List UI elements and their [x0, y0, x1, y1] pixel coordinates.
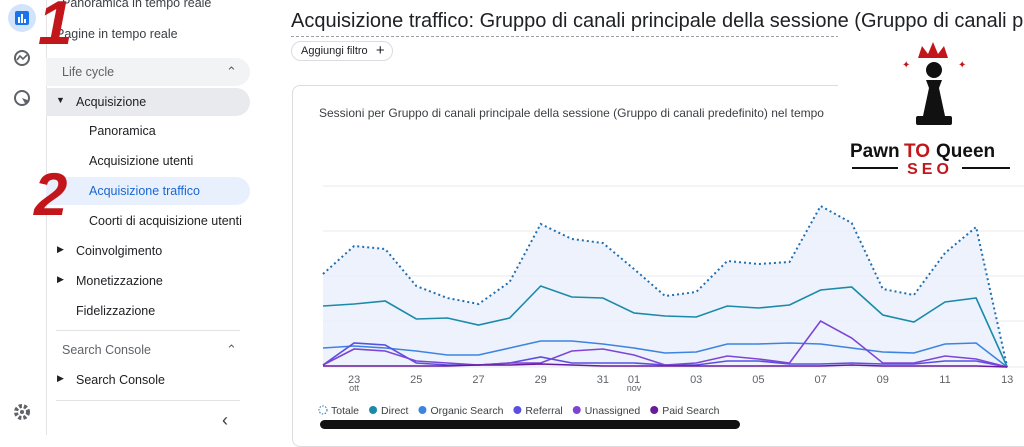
series-line	[323, 363, 1008, 368]
section-title[interactable]: Search Console	[62, 343, 151, 357]
annotation: 2	[34, 161, 68, 228]
x-tick-sublabel: nov	[627, 383, 642, 393]
divider	[56, 400, 240, 401]
series-line	[322, 340, 1008, 368]
nav-item[interactable]: Panoramica in tempo reale	[62, 0, 212, 10]
legend-swatch	[513, 406, 522, 414]
filter-button[interactable]: Aggiungi filtro +	[291, 41, 393, 61]
svg-text:✦: ✦	[902, 60, 910, 71]
nav-item[interactable]: Acquisizione utenti	[89, 154, 194, 168]
x-tick-label: 13	[1001, 374, 1013, 386]
caret: ▼	[56, 95, 65, 105]
chevron[interactable]: ⌃	[226, 64, 237, 79]
logo: ✦ ✦ Pawn TO Queen SEO	[838, 36, 1024, 182]
series-line	[322, 319, 1008, 368]
x-tick-label: 27	[472, 374, 484, 386]
logo-art: ✦ ✦ Pawn TO Queen SEO	[850, 42, 1010, 178]
nav-item[interactable]: Panoramica	[89, 124, 156, 138]
series-line	[322, 285, 1008, 368]
chart-card: Sessioni per Gruppo di canali principale…	[292, 85, 1024, 447]
x-tick-label: 23	[348, 374, 360, 386]
page-title: Acquisizione traffico: Gruppo di canali …	[291, 10, 1024, 37]
chart: Sessioni per Gruppo di canali principale…	[318, 106, 1024, 417]
redaction	[320, 420, 740, 429]
x-tick-label: 29	[535, 374, 547, 386]
section-title[interactable]: Life cycle	[62, 65, 115, 79]
caret: ▶	[57, 274, 64, 284]
active-bg	[46, 177, 250, 205]
caret: ▶	[57, 373, 64, 383]
x-tick-label: 05	[752, 374, 764, 386]
icon-rail	[0, 0, 47, 435]
svg-text:✦: ✦	[958, 60, 966, 71]
filter-label: Aggiungi filtro	[301, 45, 368, 57]
plus-icon: +	[375, 42, 385, 59]
x-tick-label: 01	[628, 374, 640, 386]
logo-word: Pawn	[850, 141, 900, 162]
caret: ▶	[57, 244, 64, 254]
legend-swatch	[318, 405, 328, 415]
nav-group[interactable]: Monetizzazione	[76, 274, 163, 288]
legend-label: Unassigned	[585, 405, 641, 417]
x-tick-label: 31	[597, 374, 609, 386]
x-tick-label: 11	[939, 374, 950, 386]
legend-swatch	[572, 406, 581, 414]
x-tick-label: 07	[814, 374, 826, 386]
legend-label: Referral	[525, 405, 562, 417]
chevron[interactable]: ⌃	[226, 342, 237, 357]
nav-group[interactable]: Coinvolgimento	[76, 244, 163, 258]
legend-label: Organic Search	[430, 405, 503, 417]
group-bg	[46, 88, 250, 116]
legend-label: Paid Search	[662, 405, 719, 417]
nav-group[interactable]: Fidelizzazione	[76, 304, 156, 318]
x-tick-sublabel: ott	[349, 383, 360, 393]
x-tick-label: 25	[410, 374, 422, 386]
nav-item-active[interactable]: Acquisizione traffico	[89, 184, 200, 198]
x-tick-label: 03	[690, 374, 702, 386]
collapse-button[interactable]: ‹	[222, 410, 228, 430]
nav-group[interactable]: Search Console	[76, 373, 165, 387]
section-bg	[46, 58, 250, 86]
rail-icons	[8, 4, 36, 420]
nav-group[interactable]: Acquisizione	[76, 95, 147, 109]
nav-item[interactable]: Coorti di acquisizione utenti	[89, 214, 242, 228]
legend-label: Totale	[331, 405, 359, 417]
logo-word: TO	[904, 141, 930, 162]
legend-swatch	[369, 406, 378, 414]
legend-swatch	[418, 406, 427, 414]
area	[323, 206, 1008, 367]
nav-item[interactable]: Pagine in tempo reale	[56, 27, 178, 41]
logo-tagline: SEO	[907, 161, 953, 178]
logo-word: Queen	[936, 141, 995, 162]
chart-title: Sessioni per Gruppo di canali principale…	[319, 106, 824, 120]
legend-swatch	[650, 406, 659, 414]
divider	[56, 330, 240, 331]
annotation: 1	[38, 0, 73, 58]
x-tick-label: 09	[877, 374, 889, 386]
legend-label: Direct	[381, 405, 409, 417]
